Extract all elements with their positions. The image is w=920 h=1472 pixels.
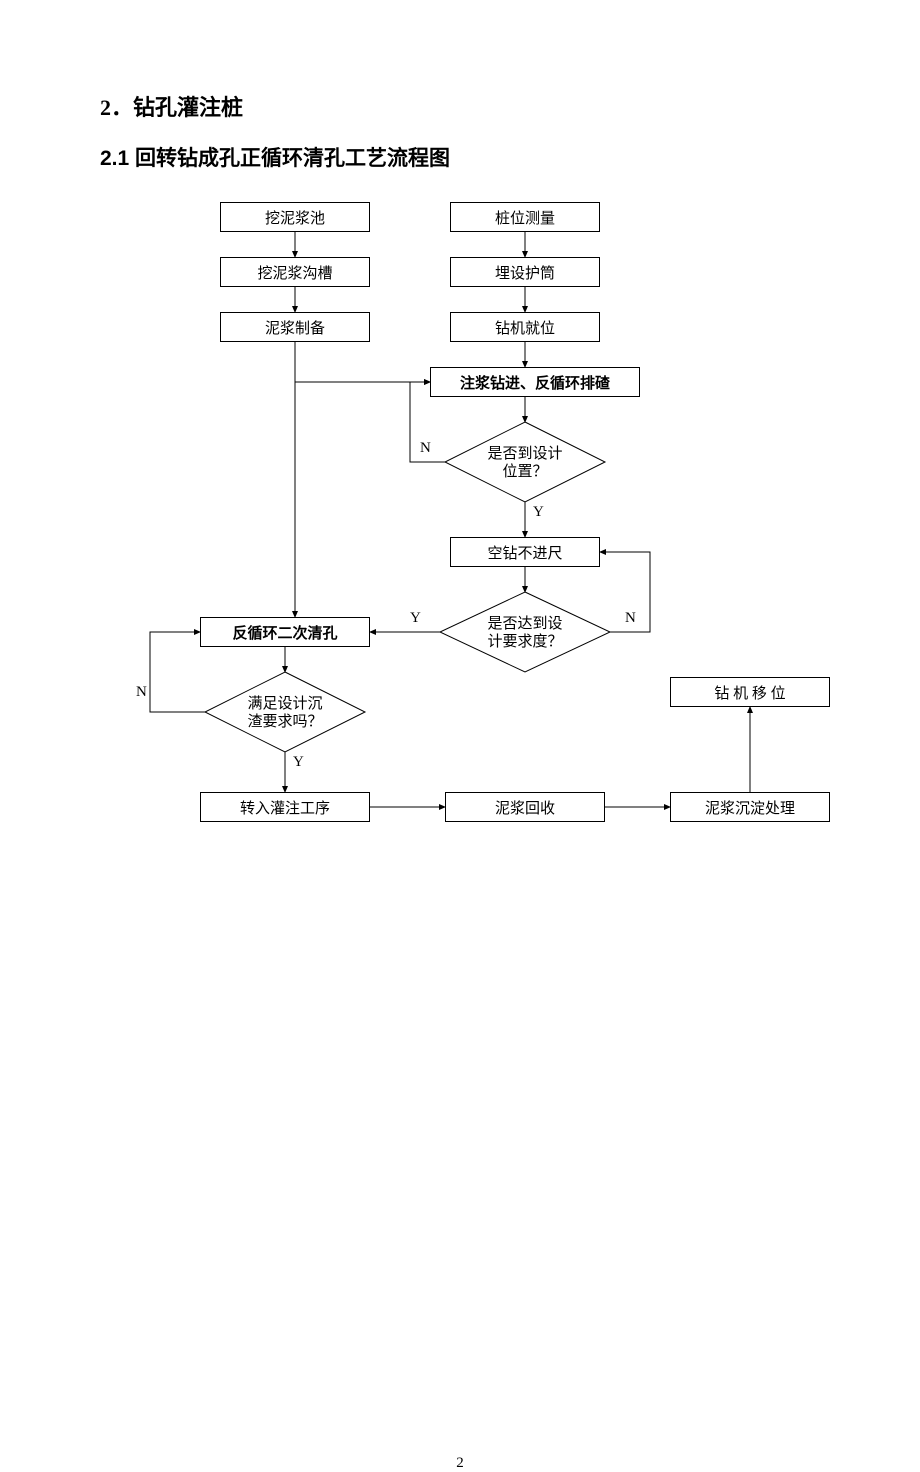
flow-node-n11: 泥浆回收 xyxy=(445,792,605,822)
flow-node-n12: 泥浆沉淀处理 xyxy=(670,792,830,822)
page-number: 2 xyxy=(456,1455,464,1472)
edge-label: N xyxy=(420,440,431,457)
flow-node-n2: 桩位测量 xyxy=(450,202,600,232)
flow-node-n4: 埋设护筒 xyxy=(450,257,600,287)
edge-label: Y xyxy=(293,754,304,771)
svg-text:位置？: 位置？ xyxy=(502,463,547,480)
edge-label: N xyxy=(625,610,636,627)
svg-text:是否到设计: 是否到设计 xyxy=(487,445,562,462)
flow-node-n9: 反循环二次清孔 xyxy=(200,617,370,647)
svg-text:是否达到设: 是否达到设 xyxy=(487,615,562,632)
edge-label: Y xyxy=(533,504,544,521)
heading-1: 2．钻孔灌注桩 xyxy=(100,90,820,122)
flowchart: 是否到设计位置？ 是否达到设计要求度？ 满足设计沉渣要求吗？ N Y Y N N Y 挖泥浆池 桩位… xyxy=(130,202,850,902)
flow-node-n1: 挖泥浆池 xyxy=(220,202,370,232)
svg-text:渣要求吗？: 渣要求吗？ xyxy=(247,713,322,730)
svg-text:满足设计沉: 满足设计沉 xyxy=(247,695,322,712)
flow-node-n7: 注浆钻进、反循环排碴 xyxy=(430,367,640,397)
flow-node-n13: 钻 机 移 位 xyxy=(670,677,830,707)
svg-text:计要求度？: 计要求度？ xyxy=(487,633,562,650)
flow-node-n3: 挖泥浆沟槽 xyxy=(220,257,370,287)
flow-node-n5: 泥浆制备 xyxy=(220,312,370,342)
flow-node-n10: 转入灌注工序 xyxy=(200,792,370,822)
edge-label: Y xyxy=(410,610,421,627)
edge-label: N xyxy=(136,684,147,701)
flow-node-n6: 钻机就位 xyxy=(450,312,600,342)
flow-node-n8: 空钻不进尺 xyxy=(450,537,600,567)
heading-2: 2.1 回转钻成孔正循环清孔工艺流程图 xyxy=(100,142,820,172)
